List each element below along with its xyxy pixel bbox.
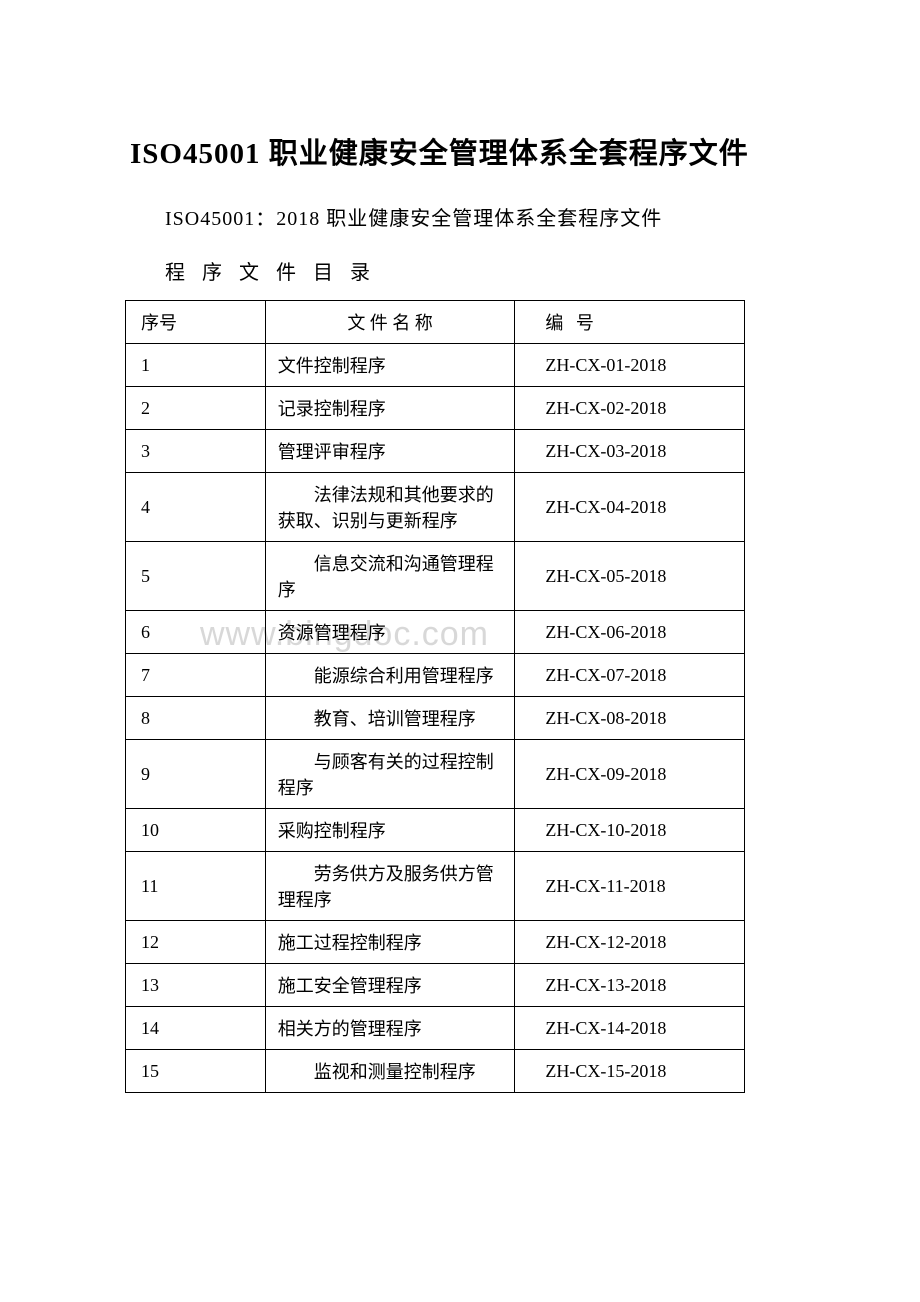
cell-code: ZH-CX-03-2018 [515,430,745,473]
cell-code: ZH-CX-15-2018 [515,1050,745,1093]
cell-seq: 1 [126,344,266,387]
cell-seq: 13 [126,964,266,1007]
cell-code: ZH-CX-06-2018 [515,611,745,654]
cell-code: ZH-CX-05-2018 [515,542,745,611]
cell-code: ZH-CX-13-2018 [515,964,745,1007]
cell-name: 信息交流和沟通管理程序 [265,542,515,611]
cell-code: ZH-CX-09-2018 [515,740,745,809]
cell-name: 文件控制程序 [265,344,515,387]
cell-name: 劳务供方及服务供方管理程序 [265,852,515,921]
cell-name: 监视和测量控制程序 [265,1050,515,1093]
cell-code: ZH-CX-10-2018 [515,809,745,852]
cell-seq: 8 [126,697,266,740]
cell-seq: 6 [126,611,266,654]
table-row: 15 监视和测量控制程序ZH-CX-15-2018 [126,1050,745,1093]
cell-seq: 15 [126,1050,266,1093]
cell-code: ZH-CX-14-2018 [515,1007,745,1050]
cell-name: 采购控制程序 [265,809,515,852]
cell-seq: 3 [126,430,266,473]
cell-seq: 9 [126,740,266,809]
cell-seq: 4 [126,473,266,542]
procedure-table: 序号 文 件 名 称 编 号 1文件控制程序ZH-CX-01-20182记录控制… [125,300,745,1093]
cell-name: 资源管理程序 [265,611,515,654]
cell-seq: 7 [126,654,266,697]
table-row: 9 与顾客有关的过程控制程序ZH-CX-09-2018 [126,740,745,809]
table-row: 12施工过程控制程序ZH-CX-12-2018 [126,921,745,964]
cell-seq: 5 [126,542,266,611]
header-seq: 序号 [126,301,266,344]
table-row: 1文件控制程序ZH-CX-01-2018 [126,344,745,387]
cell-name: 施工安全管理程序 [265,964,515,1007]
header-name: 文 件 名 称 [265,301,515,344]
table-row: 5 信息交流和沟通管理程序ZH-CX-05-2018 [126,542,745,611]
cell-name: 与顾客有关的过程控制程序 [265,740,515,809]
cell-code: ZH-CX-02-2018 [515,387,745,430]
table-row: 4 法律法规和其他要求的获取、识别与更新程序ZH-CX-04-2018 [126,473,745,542]
table-row: 8 教育、培训管理程序ZH-CX-08-2018 [126,697,745,740]
header-code: 编 号 [515,301,745,344]
cell-seq: 11 [126,852,266,921]
table-row: 10采购控制程序ZH-CX-10-2018 [126,809,745,852]
cell-name: 能源综合利用管理程序 [265,654,515,697]
cell-name: 教育、培训管理程序 [265,697,515,740]
table-row: 14相关方的管理程序ZH-CX-14-2018 [126,1007,745,1050]
table-row: 6资源管理程序ZH-CX-06-2018 [126,611,745,654]
cell-code: ZH-CX-07-2018 [515,654,745,697]
cell-name: 管理评审程序 [265,430,515,473]
cell-code: ZH-CX-12-2018 [515,921,745,964]
cell-seq: 14 [126,1007,266,1050]
cell-seq: 10 [126,809,266,852]
table-row: 2记录控制程序ZH-CX-02-2018 [126,387,745,430]
cell-code: ZH-CX-08-2018 [515,697,745,740]
cell-name: 记录控制程序 [265,387,515,430]
cell-name: 法律法规和其他要求的获取、识别与更新程序 [265,473,515,542]
cell-name: 相关方的管理程序 [265,1007,515,1050]
table-row: 13施工安全管理程序ZH-CX-13-2018 [126,964,745,1007]
page-title: ISO45001 职业健康安全管理体系全套程序文件 [130,130,820,172]
cell-code: ZH-CX-01-2018 [515,344,745,387]
table-row: 7 能源综合利用管理程序ZH-CX-07-2018 [126,654,745,697]
cell-code: ZH-CX-11-2018 [515,852,745,921]
table-row: 3管理评审程序ZH-CX-03-2018 [126,430,745,473]
toc-label: 程 序 文 件 目 录 [165,256,820,285]
table-header-row: 序号 文 件 名 称 编 号 [126,301,745,344]
cell-code: ZH-CX-04-2018 [515,473,745,542]
cell-name: 施工过程控制程序 [265,921,515,964]
subtitle: ISO45001：2018 职业健康安全管理体系全套程序文件 [165,202,820,231]
cell-seq: 2 [126,387,266,430]
table-row: 11 劳务供方及服务供方管理程序ZH-CX-11-2018 [126,852,745,921]
cell-seq: 12 [126,921,266,964]
